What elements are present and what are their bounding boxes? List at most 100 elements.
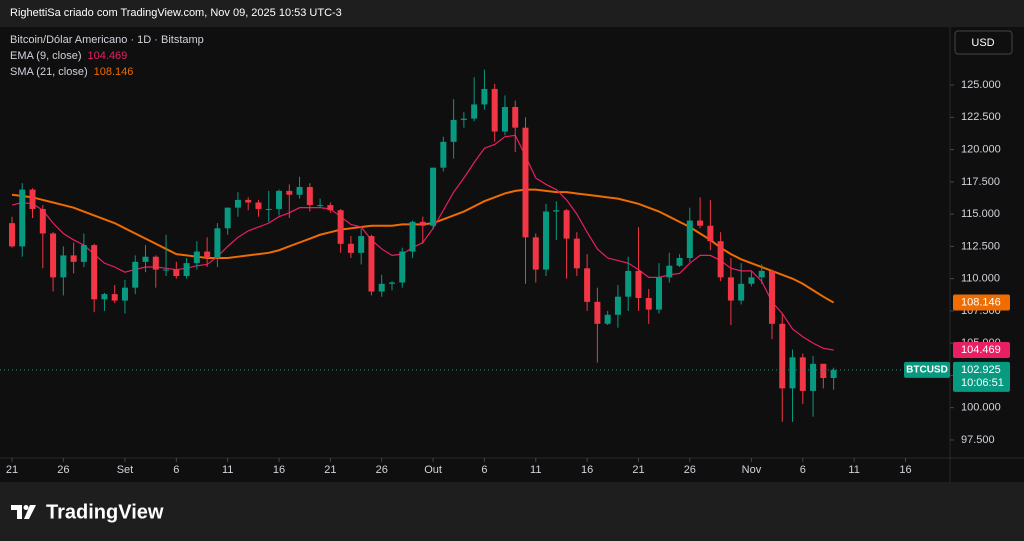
candle-body bbox=[19, 189, 26, 247]
candle-body bbox=[163, 269, 170, 271]
x-tick-label: Set bbox=[117, 464, 134, 476]
x-tick-label: 6 bbox=[481, 464, 487, 476]
x-tick-label: 26 bbox=[376, 464, 388, 476]
candle-body bbox=[471, 104, 478, 119]
candle-body bbox=[29, 189, 36, 209]
x-tick-label: 11 bbox=[530, 464, 541, 476]
candle-body bbox=[768, 270, 775, 324]
candle-body bbox=[70, 255, 77, 262]
candle-body bbox=[80, 245, 87, 262]
candle-body bbox=[368, 236, 375, 292]
candle-body bbox=[604, 314, 611, 324]
candle-body bbox=[789, 357, 796, 389]
candle-body bbox=[625, 270, 632, 297]
candle-body bbox=[491, 88, 498, 132]
candle-body bbox=[101, 294, 108, 300]
y-tick-label: 110.000 bbox=[961, 273, 1000, 285]
candle-body bbox=[543, 211, 550, 270]
candle-body bbox=[430, 167, 437, 226]
candle-body bbox=[779, 323, 786, 389]
candle-body bbox=[193, 251, 200, 264]
candle-body bbox=[388, 282, 395, 284]
y-tick-label: 117.500 bbox=[961, 176, 1000, 188]
candle-body bbox=[111, 294, 118, 301]
candle-body bbox=[532, 237, 539, 270]
candle-body bbox=[337, 210, 344, 244]
candle-body bbox=[9, 223, 15, 247]
y-tick-label: 120.000 bbox=[961, 143, 1001, 155]
candle-body bbox=[234, 199, 241, 208]
indicator-price-label: 108.146 bbox=[961, 296, 1001, 308]
candle-body bbox=[317, 205, 324, 207]
candle-body bbox=[245, 199, 252, 203]
header-text: RighettiSa criado com TradingView.com, N… bbox=[10, 7, 342, 19]
candle-body bbox=[748, 277, 755, 284]
candle-body bbox=[563, 210, 570, 239]
candle-body bbox=[553, 210, 560, 212]
indicator-price-box bbox=[953, 294, 1010, 311]
candle-body bbox=[573, 238, 580, 269]
x-tick-label: 6 bbox=[173, 464, 179, 476]
plot bbox=[0, 69, 950, 422]
chart-area bbox=[0, 27, 1024, 482]
currency-button[interactable] bbox=[954, 30, 1013, 55]
candle-body bbox=[460, 118, 467, 120]
symbol-box bbox=[904, 361, 950, 378]
currency-label[interactable]: USD bbox=[971, 37, 994, 49]
candle-body bbox=[214, 228, 221, 258]
legend-ema: EMA (9, close) 104.469 bbox=[10, 50, 127, 62]
candle-body bbox=[799, 357, 806, 391]
candle-body bbox=[204, 251, 211, 258]
candle-body bbox=[347, 243, 354, 253]
candle-body bbox=[306, 187, 313, 206]
candle-body bbox=[132, 261, 139, 288]
y-tick-label: 125.000 bbox=[961, 79, 1001, 91]
candle-body bbox=[378, 283, 385, 292]
candle-body bbox=[717, 241, 724, 278]
candle-body bbox=[440, 141, 447, 168]
legend-label: SMA (21, close) bbox=[10, 66, 88, 78]
candle-body bbox=[481, 88, 488, 105]
y-tick-label: 115.000 bbox=[961, 208, 1000, 220]
legend-label: EMA (9, close) bbox=[10, 50, 82, 62]
candle-body bbox=[255, 202, 262, 209]
candle-body bbox=[224, 207, 231, 229]
x-tick-label: Out bbox=[424, 464, 442, 476]
y-tick-label: 122.500 bbox=[961, 111, 1001, 123]
candle-body bbox=[727, 277, 734, 301]
candle-body bbox=[666, 265, 673, 278]
symbol-label: BTCUSD bbox=[906, 365, 948, 376]
candle-body bbox=[327, 205, 334, 211]
candle-body bbox=[296, 187, 303, 195]
legend-sma: SMA (21, close) 108.146 bbox=[10, 66, 133, 78]
candle-body bbox=[419, 221, 426, 226]
candle-body bbox=[676, 257, 683, 266]
candle-body bbox=[614, 296, 621, 315]
price-label: 102.925 bbox=[961, 364, 1001, 376]
candle-body bbox=[286, 190, 293, 195]
x-tick-label: 11 bbox=[222, 464, 233, 476]
y-tick-label: 100.000 bbox=[961, 402, 1001, 414]
x-tick-label: 16 bbox=[581, 464, 593, 476]
candle-body bbox=[152, 256, 159, 270]
legend-value: 108.146 bbox=[94, 66, 134, 78]
candle-body bbox=[450, 119, 457, 142]
candle-body bbox=[522, 127, 529, 238]
y-tick-label: 97.500 bbox=[961, 434, 995, 446]
candle-body bbox=[173, 269, 180, 277]
legend-value: 104.469 bbox=[88, 50, 128, 62]
candle-body bbox=[142, 256, 149, 262]
candle-body bbox=[820, 363, 827, 378]
candle-body bbox=[358, 236, 365, 253]
candle-body bbox=[738, 283, 745, 301]
candle-body bbox=[697, 220, 704, 226]
candle-body bbox=[501, 107, 508, 132]
countdown-label: 10:06:51 bbox=[961, 377, 1004, 389]
x-tick-label: Nov bbox=[742, 464, 762, 476]
chart-title: Bitcoin/Dólar Americano · 1D · Bitstamp bbox=[10, 34, 204, 46]
x-tick-label: 16 bbox=[899, 464, 911, 476]
candle-body bbox=[758, 270, 765, 278]
candle-body bbox=[50, 233, 57, 278]
